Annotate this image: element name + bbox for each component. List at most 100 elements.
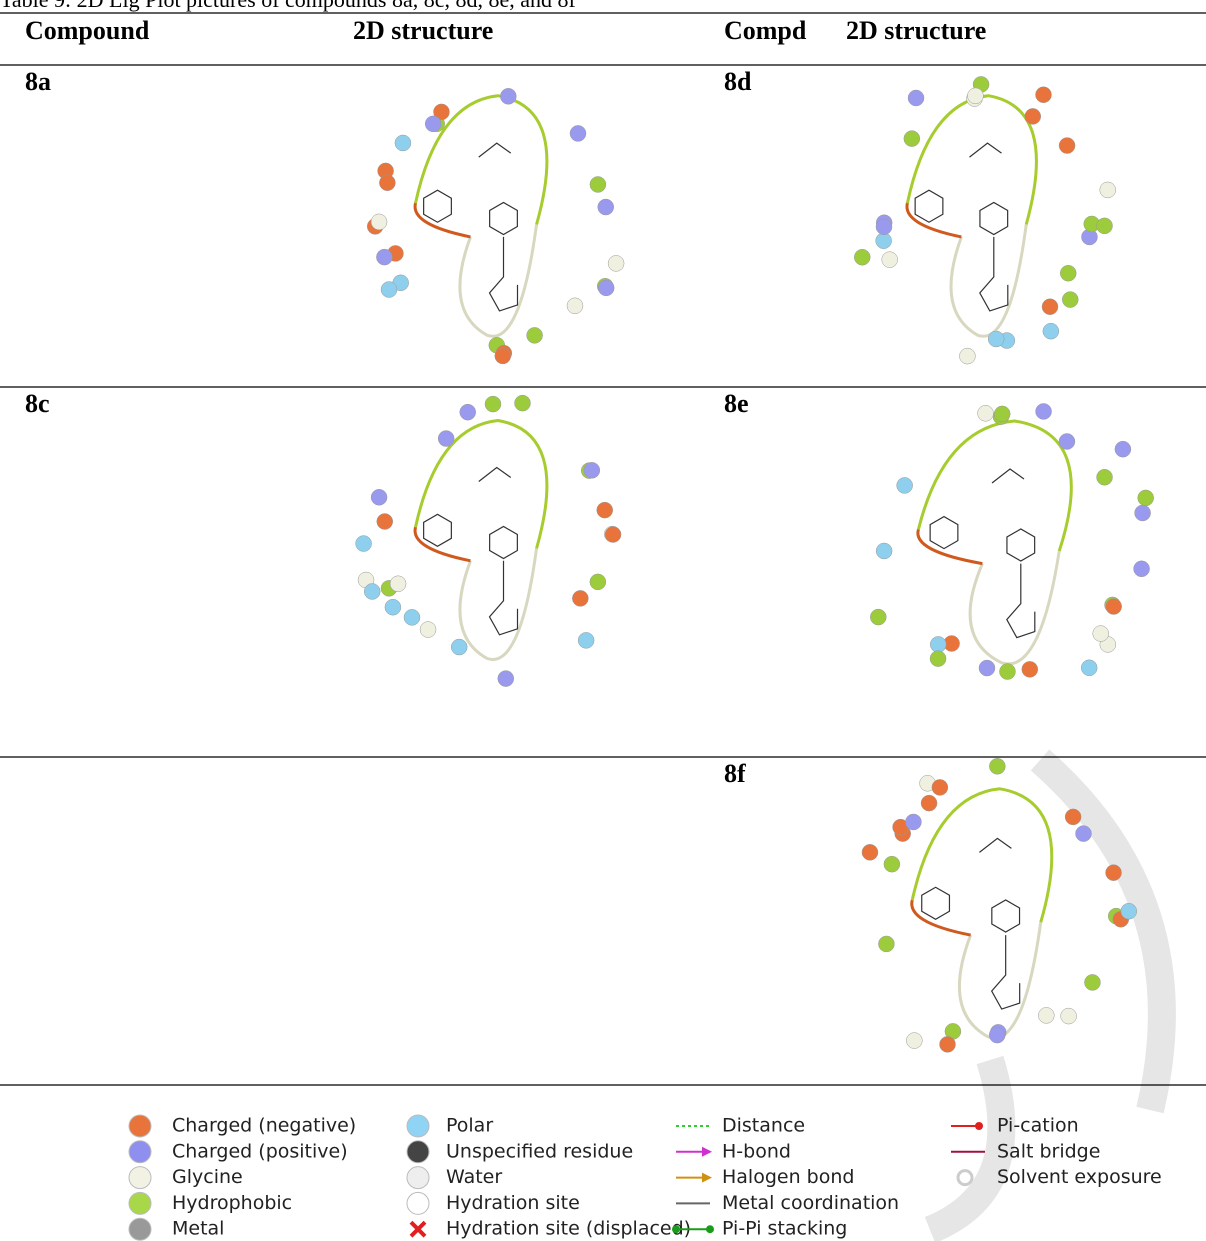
residue bbox=[904, 131, 920, 147]
residue bbox=[906, 1033, 922, 1049]
ring bbox=[424, 190, 452, 222]
residue bbox=[1062, 292, 1078, 308]
residue bbox=[451, 639, 467, 655]
residue bbox=[1035, 87, 1051, 103]
legend-label: Solvent exposure bbox=[997, 1166, 1162, 1188]
residue bbox=[584, 462, 600, 478]
legend-label: Pi-Pi stacking bbox=[722, 1218, 847, 1240]
residue bbox=[460, 404, 476, 420]
residue bbox=[364, 583, 380, 599]
legend-icon bbox=[975, 1122, 983, 1130]
row-label: 8f bbox=[724, 759, 746, 788]
ring bbox=[915, 190, 943, 222]
legend-label: Halogen bond bbox=[722, 1166, 854, 1188]
residue bbox=[425, 116, 441, 132]
residue bbox=[572, 590, 588, 606]
residue bbox=[1081, 660, 1097, 676]
legend-icon bbox=[702, 1173, 712, 1183]
legend-icon bbox=[407, 1192, 429, 1214]
residue bbox=[1121, 903, 1137, 919]
row-label: 8d bbox=[724, 67, 752, 96]
residue bbox=[1106, 599, 1122, 615]
pocket-outline bbox=[460, 225, 537, 337]
ring bbox=[1007, 529, 1035, 561]
ligand-diagram bbox=[356, 395, 621, 686]
legend-label: Hydrophobic bbox=[172, 1192, 292, 1214]
residue bbox=[598, 199, 614, 215]
residue bbox=[854, 249, 870, 265]
residue bbox=[876, 219, 892, 235]
page: Table 9: 2D Lig Plot pictures of compoun… bbox=[0, 0, 1206, 1241]
residue bbox=[1036, 403, 1052, 419]
pocket-outline bbox=[416, 421, 547, 549]
ligand-diagram bbox=[367, 88, 624, 364]
legend-icon bbox=[706, 1225, 714, 1233]
residue bbox=[1106, 865, 1122, 881]
legend-icon bbox=[672, 1225, 680, 1233]
legend-label: Salt bridge bbox=[997, 1140, 1100, 1162]
legend-label: Polar bbox=[446, 1115, 493, 1137]
legend: Charged (negative)Charged (positive)Glyc… bbox=[129, 1115, 1162, 1241]
residue bbox=[377, 513, 393, 529]
legend-label: Metal coordination bbox=[722, 1192, 899, 1214]
caption: Table 9: 2D Lig Plot pictures of compoun… bbox=[0, 0, 577, 12]
ring bbox=[424, 514, 452, 546]
residue bbox=[578, 632, 594, 648]
residue bbox=[608, 255, 624, 271]
residue bbox=[876, 543, 892, 559]
header-cell: 2D structure bbox=[846, 16, 986, 45]
pocket-outline bbox=[918, 530, 983, 564]
legend-label: H-bond bbox=[722, 1140, 791, 1162]
residue bbox=[870, 609, 886, 625]
residue bbox=[878, 936, 894, 952]
residue bbox=[590, 176, 606, 192]
residue bbox=[1059, 138, 1075, 154]
residue bbox=[1059, 433, 1075, 449]
residue bbox=[994, 406, 1010, 422]
residue bbox=[930, 651, 946, 667]
residue bbox=[385, 599, 401, 615]
bond bbox=[479, 468, 518, 635]
legend-icon bbox=[407, 1167, 429, 1189]
residue bbox=[921, 795, 937, 811]
legend-icon bbox=[702, 1147, 712, 1157]
residue bbox=[959, 348, 975, 364]
residue bbox=[371, 489, 387, 505]
residue bbox=[1134, 561, 1150, 577]
legend-icon bbox=[407, 1141, 429, 1163]
ring bbox=[490, 203, 518, 235]
row-label: 8e bbox=[724, 389, 749, 418]
residue bbox=[884, 856, 900, 872]
residue bbox=[590, 574, 606, 590]
header-cell: 2D structure bbox=[353, 16, 493, 45]
pocket-outline bbox=[970, 551, 1059, 664]
residue bbox=[862, 844, 878, 860]
bond bbox=[992, 469, 1035, 638]
residue bbox=[905, 814, 921, 830]
residue bbox=[500, 88, 516, 104]
residue bbox=[1025, 108, 1041, 124]
row-label: 8a bbox=[25, 67, 51, 96]
residue bbox=[485, 396, 501, 412]
legend-icon bbox=[958, 1171, 972, 1185]
residue bbox=[1093, 626, 1109, 642]
pocket-outline bbox=[460, 549, 537, 660]
residue bbox=[1022, 661, 1038, 677]
residue bbox=[420, 622, 436, 638]
pocket-outline bbox=[951, 225, 1026, 337]
legend-icon bbox=[129, 1167, 151, 1189]
residue bbox=[930, 636, 946, 652]
residue bbox=[1038, 1007, 1054, 1023]
bond bbox=[479, 143, 518, 311]
header-cell: Compound bbox=[25, 16, 150, 45]
residue bbox=[979, 660, 995, 676]
residue bbox=[356, 536, 372, 552]
residue bbox=[1097, 469, 1113, 485]
residue bbox=[1100, 182, 1116, 198]
residue bbox=[376, 249, 392, 265]
residue bbox=[404, 609, 420, 625]
legend-label: Hydration site (displaced) bbox=[446, 1218, 691, 1240]
residue bbox=[438, 431, 454, 447]
legend-label: Metal bbox=[172, 1218, 224, 1240]
residue bbox=[1135, 505, 1151, 521]
